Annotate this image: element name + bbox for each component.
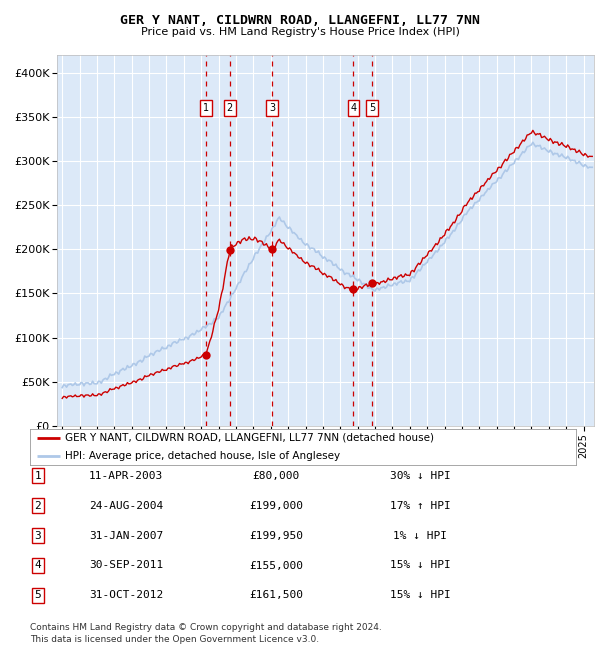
- Text: 1: 1: [203, 103, 209, 113]
- Text: 1: 1: [34, 471, 41, 481]
- Text: 11-APR-2003: 11-APR-2003: [89, 471, 163, 481]
- Text: 3: 3: [269, 103, 275, 113]
- Text: GER Y NANT, CILDWRN ROAD, LLANGEFNI, LL77 7NN (detached house): GER Y NANT, CILDWRN ROAD, LLANGEFNI, LL7…: [65, 433, 434, 443]
- Text: 4: 4: [350, 103, 356, 113]
- Text: 30-SEP-2011: 30-SEP-2011: [89, 560, 163, 571]
- Text: HPI: Average price, detached house, Isle of Anglesey: HPI: Average price, detached house, Isle…: [65, 451, 341, 461]
- Text: 1% ↓ HPI: 1% ↓ HPI: [393, 530, 447, 541]
- Text: 30% ↓ HPI: 30% ↓ HPI: [389, 471, 451, 481]
- Text: This data is licensed under the Open Government Licence v3.0.: This data is licensed under the Open Gov…: [30, 634, 319, 644]
- Text: £80,000: £80,000: [253, 471, 299, 481]
- Text: 24-AUG-2004: 24-AUG-2004: [89, 500, 163, 511]
- Text: £161,500: £161,500: [249, 590, 303, 601]
- Text: 3: 3: [34, 530, 41, 541]
- Text: Price paid vs. HM Land Registry's House Price Index (HPI): Price paid vs. HM Land Registry's House …: [140, 27, 460, 37]
- Text: 17% ↑ HPI: 17% ↑ HPI: [389, 500, 451, 511]
- Text: Contains HM Land Registry data © Crown copyright and database right 2024.: Contains HM Land Registry data © Crown c…: [30, 623, 382, 632]
- Text: 15% ↓ HPI: 15% ↓ HPI: [389, 560, 451, 571]
- Text: 31-JAN-2007: 31-JAN-2007: [89, 530, 163, 541]
- Text: 31-OCT-2012: 31-OCT-2012: [89, 590, 163, 601]
- Text: 4: 4: [34, 560, 41, 571]
- Text: £155,000: £155,000: [249, 560, 303, 571]
- Text: £199,950: £199,950: [249, 530, 303, 541]
- Text: 5: 5: [34, 590, 41, 601]
- Text: 5: 5: [369, 103, 375, 113]
- Text: 2: 2: [227, 103, 233, 113]
- Text: GER Y NANT, CILDWRN ROAD, LLANGEFNI, LL77 7NN: GER Y NANT, CILDWRN ROAD, LLANGEFNI, LL7…: [120, 14, 480, 27]
- Text: £199,000: £199,000: [249, 500, 303, 511]
- Text: 2: 2: [34, 500, 41, 511]
- Text: 15% ↓ HPI: 15% ↓ HPI: [389, 590, 451, 601]
